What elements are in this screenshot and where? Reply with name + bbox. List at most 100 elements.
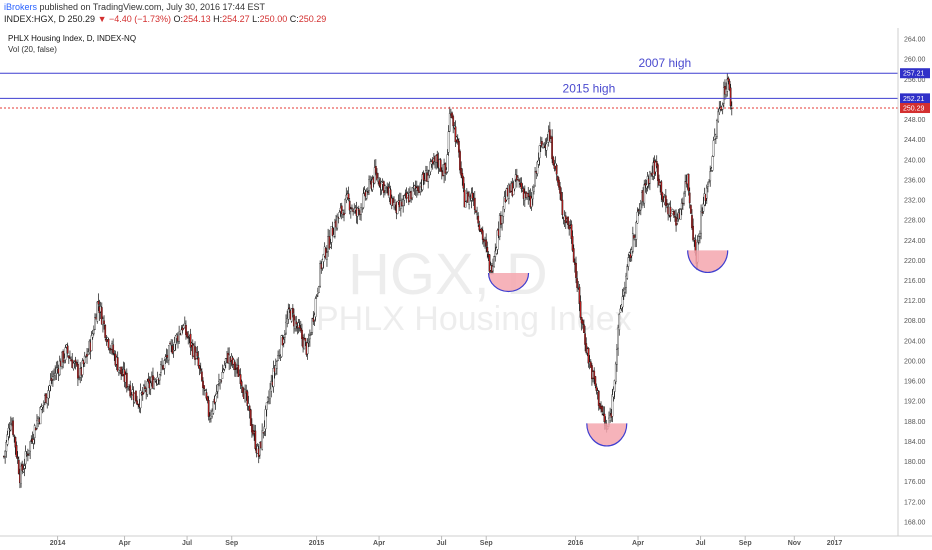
candle-up	[142, 385, 145, 393]
candle-up	[261, 430, 264, 450]
candle-down	[233, 361, 236, 370]
candle-up	[373, 167, 376, 184]
candle-up	[33, 425, 36, 438]
candle-up	[611, 394, 614, 417]
candle-up	[285, 321, 287, 334]
candle-up	[39, 407, 42, 425]
candle-down	[376, 172, 378, 180]
candle-down	[144, 386, 146, 390]
candle-down	[462, 177, 465, 189]
price-tick-label: 220.00	[904, 258, 926, 265]
candle-up	[221, 372, 224, 379]
candle-up	[639, 203, 642, 211]
candle-up	[700, 210, 702, 234]
candle-up	[334, 222, 336, 237]
candle-up	[362, 193, 365, 208]
candle-down	[239, 374, 242, 385]
time-tick-label: 2014	[50, 540, 66, 547]
candle-up	[513, 179, 516, 190]
candle-down	[452, 116, 455, 127]
candle-up	[284, 334, 286, 338]
candle-up	[204, 389, 207, 392]
candle-up	[7, 427, 10, 437]
candle-up	[626, 266, 629, 279]
candle-down	[328, 236, 331, 249]
candle-up	[90, 335, 93, 351]
price-chart[interactable]: HGX, D PHLX Housing Index 264.00260.0025…	[0, 28, 932, 550]
volume-indicator-label[interactable]: Vol (20, false)	[8, 45, 57, 54]
candle-up	[315, 295, 318, 297]
candle-up	[282, 339, 285, 344]
candle-down	[728, 80, 731, 90]
candle-up	[212, 401, 215, 414]
candle-up	[712, 140, 715, 157]
close-label: C:	[289, 14, 299, 24]
low-value: 250.00	[259, 14, 288, 24]
candle-down	[34, 427, 37, 431]
high-value: 254.27	[222, 14, 250, 24]
candle-up	[609, 415, 611, 421]
candle-up	[380, 181, 383, 191]
candle-up	[64, 347, 67, 361]
candle-down	[187, 337, 190, 339]
candle-down	[597, 390, 600, 406]
time-tick-label: 2015	[309, 540, 325, 547]
candle-down	[291, 307, 294, 314]
price-axis[interactable]: 264.00260.00256.00252.00248.00244.00240.…	[904, 37, 926, 527]
candle-up	[280, 335, 283, 357]
candle-down	[672, 211, 675, 216]
candle-up	[158, 374, 161, 381]
candle-down	[463, 189, 466, 208]
price-tick-label: 248.00	[904, 117, 926, 124]
candle-up	[92, 329, 95, 334]
candle-down	[331, 227, 334, 236]
candle-up	[717, 111, 720, 122]
candle-down	[171, 345, 174, 354]
symbol-quote-line: INDEX:HGX, D 250.29 ▼ −4.40 (−1.73%) O:2…	[4, 14, 326, 24]
candle-down	[67, 355, 70, 359]
candle-up	[670, 213, 673, 216]
candle-down	[13, 435, 16, 437]
candle-down	[116, 357, 119, 372]
candle-up	[224, 358, 227, 364]
candle-down	[527, 193, 530, 198]
candle-up	[329, 243, 332, 248]
candle-up	[73, 362, 76, 364]
candle-up	[28, 450, 30, 454]
candle-up	[287, 309, 290, 320]
candle-down	[147, 378, 150, 382]
candle-down	[583, 324, 585, 334]
candle-up	[619, 308, 622, 313]
price-tick-label: 228.00	[904, 218, 926, 225]
bowl-arc	[586, 423, 628, 447]
candle-down	[251, 424, 253, 433]
candle-up	[164, 356, 167, 359]
candle-up	[274, 365, 277, 374]
candle-up	[542, 143, 544, 148]
candle-down	[578, 286, 581, 304]
candle-up	[616, 349, 618, 365]
candle-down	[202, 380, 204, 388]
candle-up	[396, 201, 399, 214]
price-tick-label: 184.00	[904, 439, 926, 446]
candle-down	[559, 186, 561, 194]
candle-up	[168, 345, 170, 361]
candle-up	[621, 296, 624, 308]
time-tick-label: Jul	[182, 540, 192, 547]
candle-up	[622, 290, 625, 296]
price-tags: 257.21 252.21 250.29	[900, 68, 930, 114]
candle-up	[699, 233, 701, 237]
candlestick-series	[3, 73, 733, 489]
candle-down	[77, 364, 79, 379]
candle-down	[104, 325, 107, 338]
price-tick-label: 244.00	[904, 137, 926, 144]
candle-down	[644, 183, 647, 187]
price-tick-label: 172.00	[904, 499, 926, 506]
time-tick-label: Sep	[480, 540, 493, 547]
candle-down	[444, 163, 447, 174]
time-axis[interactable]: 2014 Apr Jul Sep 2015 Apr Jul Sep 2016 Apr Jul Sep N…	[50, 536, 843, 547]
candle-down	[207, 400, 210, 417]
candle-up	[338, 212, 341, 219]
publisher-link[interactable]: iBrokers	[4, 2, 38, 12]
candle-up	[153, 379, 155, 389]
